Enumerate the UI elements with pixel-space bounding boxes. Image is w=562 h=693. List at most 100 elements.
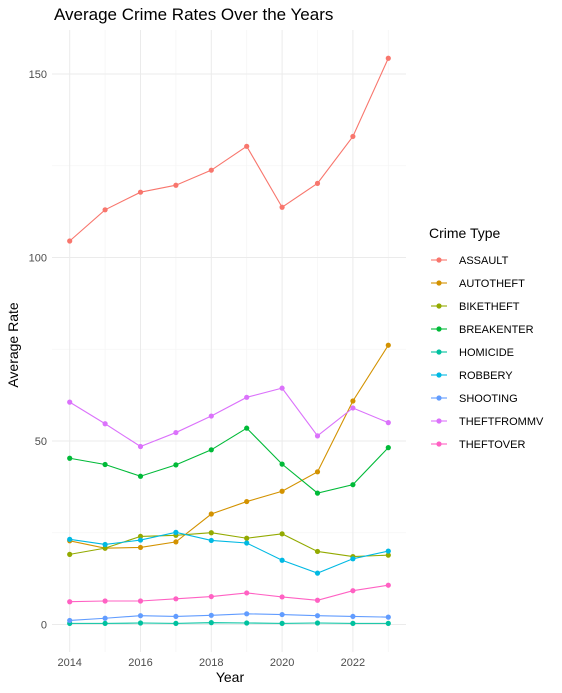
data-point-theftover bbox=[386, 583, 391, 588]
series-shooting bbox=[67, 611, 391, 623]
data-point-homicide bbox=[280, 621, 285, 626]
data-point-robbery bbox=[386, 548, 391, 553]
data-point-autotheft bbox=[209, 511, 214, 516]
data-point-theftover bbox=[103, 598, 108, 603]
legend-item-breakenter: BREAKENTER bbox=[431, 324, 534, 336]
data-point-theftfrommv bbox=[280, 386, 285, 391]
data-point-autotheft bbox=[350, 398, 355, 403]
data-point-autotheft bbox=[315, 469, 320, 474]
data-point-autotheft bbox=[244, 499, 249, 504]
data-point-shooting bbox=[280, 612, 285, 617]
data-point-robbery bbox=[138, 537, 143, 542]
legend-key-point bbox=[436, 395, 441, 400]
data-point-theftfrommv bbox=[67, 399, 72, 404]
data-point-assault bbox=[350, 134, 355, 139]
data-point-assault bbox=[138, 190, 143, 195]
legend-key-point bbox=[436, 257, 441, 262]
series-line-theftfrommv bbox=[70, 388, 389, 446]
data-point-shooting bbox=[67, 618, 72, 623]
data-point-assault bbox=[280, 205, 285, 210]
y-axis-title: Average Rate bbox=[5, 302, 21, 388]
data-point-theftover bbox=[67, 599, 72, 604]
series-biketheft bbox=[67, 530, 391, 559]
legend-label: ROBBERY bbox=[459, 370, 513, 382]
legend-label: SHOOTING bbox=[459, 393, 518, 405]
legend-item-biketheft: BIKETHEFT bbox=[431, 301, 520, 313]
legend-key-point bbox=[436, 441, 441, 446]
data-point-theftover bbox=[350, 588, 355, 593]
data-point-theftfrommv bbox=[138, 444, 143, 449]
y-axis-ticks: 0 50 100 150 bbox=[29, 69, 47, 631]
x-tick-label: 2014 bbox=[57, 657, 81, 669]
x-tick-label: 2016 bbox=[128, 657, 152, 669]
x-tick-label: 2020 bbox=[270, 657, 294, 669]
data-point-shooting bbox=[103, 616, 108, 621]
legend-key-point bbox=[436, 326, 441, 331]
legend-label: BREAKENTER bbox=[459, 324, 534, 336]
data-point-theftover bbox=[173, 596, 178, 601]
data-point-biketheft bbox=[67, 552, 72, 557]
data-point-theftfrommv bbox=[386, 420, 391, 425]
data-point-biketheft bbox=[315, 549, 320, 554]
chart-title: Average Crime Rates Over the Years bbox=[54, 5, 333, 24]
series-line-assault bbox=[70, 58, 389, 241]
legend-key-point bbox=[436, 280, 441, 285]
data-point-theftover bbox=[138, 598, 143, 603]
legend-label: AUTOTHEFT bbox=[459, 278, 525, 290]
series-theftover bbox=[67, 583, 391, 605]
data-point-breakenter bbox=[315, 491, 320, 496]
data-point-theftover bbox=[280, 594, 285, 599]
data-point-assault bbox=[386, 56, 391, 61]
legend-key-point bbox=[436, 418, 441, 423]
data-point-breakenter bbox=[350, 482, 355, 487]
y-tick-label: 150 bbox=[29, 69, 47, 81]
legend-item-theftfrommv: THEFTFROMMV bbox=[431, 416, 544, 428]
data-point-theftfrommv bbox=[173, 430, 178, 435]
series-line-biketheft bbox=[70, 533, 389, 557]
data-point-homicide bbox=[173, 621, 178, 626]
data-point-assault bbox=[209, 168, 214, 173]
data-point-theftfrommv bbox=[315, 433, 320, 438]
series-line-breakenter bbox=[70, 428, 389, 493]
data-point-robbery bbox=[67, 537, 72, 542]
legend-item-assault: ASSAULT bbox=[431, 255, 509, 267]
series-breakenter bbox=[67, 426, 391, 496]
x-axis-ticks: 2014 2016 2018 2020 2022 bbox=[57, 657, 365, 669]
data-point-shooting bbox=[386, 615, 391, 620]
data-point-breakenter bbox=[173, 462, 178, 467]
data-point-robbery bbox=[209, 538, 214, 543]
data-point-homicide bbox=[315, 620, 320, 625]
series-line-robbery bbox=[70, 532, 389, 573]
series-line-theftover bbox=[70, 585, 389, 602]
legend-item-theftover: THEFTOVER bbox=[431, 439, 525, 451]
legend-label: THEFTFROMMV bbox=[459, 416, 544, 428]
data-point-homicide bbox=[350, 621, 355, 626]
legend-title: Crime Type bbox=[429, 225, 501, 241]
series-group bbox=[67, 56, 391, 626]
x-tick-label: 2022 bbox=[341, 657, 365, 669]
legend-label: THEFTOVER bbox=[459, 439, 525, 451]
series-line-autotheft bbox=[70, 345, 389, 548]
data-point-assault bbox=[67, 238, 72, 243]
legend-key-point bbox=[436, 372, 441, 377]
data-point-homicide bbox=[103, 621, 108, 626]
legend-item-shooting: SHOOTING bbox=[431, 393, 518, 405]
data-point-assault bbox=[173, 183, 178, 188]
legend-item-autotheft: AUTOTHEFT bbox=[431, 278, 525, 290]
legend-item-robbery: ROBBERY bbox=[431, 370, 513, 382]
data-point-assault bbox=[244, 144, 249, 149]
data-point-biketheft bbox=[244, 536, 249, 541]
data-point-shooting bbox=[350, 614, 355, 619]
data-point-homicide bbox=[209, 620, 214, 625]
data-point-robbery bbox=[280, 558, 285, 563]
data-point-shooting bbox=[173, 614, 178, 619]
legend-key-point bbox=[436, 303, 441, 308]
data-point-theftover bbox=[315, 598, 320, 603]
series-autotheft bbox=[67, 343, 391, 551]
data-point-breakenter bbox=[67, 456, 72, 461]
data-point-homicide bbox=[138, 620, 143, 625]
legend-label: HOMICIDE bbox=[459, 347, 514, 359]
series-robbery bbox=[67, 530, 391, 576]
data-point-breakenter bbox=[386, 445, 391, 450]
